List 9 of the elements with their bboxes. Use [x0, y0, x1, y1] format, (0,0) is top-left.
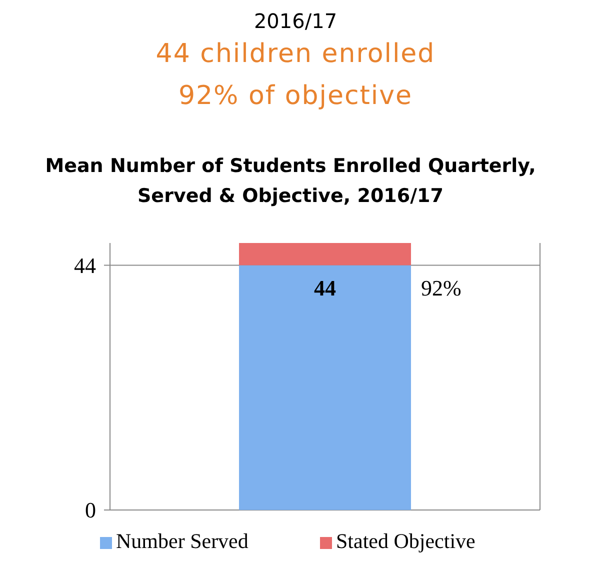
text: 92% of objective	[178, 81, 413, 111]
y-tick-label: 0	[85, 498, 96, 523]
chart-title: Mean Number of Students Enrolled Quarterly, Served & Objective, 2016/17	[45, 155, 536, 207]
legend-label: Stated Objective	[336, 529, 476, 553]
text: 2016/17	[254, 9, 338, 33]
text: 44 children enrolled	[156, 39, 436, 69]
legend-label: Number Served	[116, 529, 249, 553]
annotation: 92%	[421, 275, 462, 300]
data-label: 44	[314, 275, 336, 300]
